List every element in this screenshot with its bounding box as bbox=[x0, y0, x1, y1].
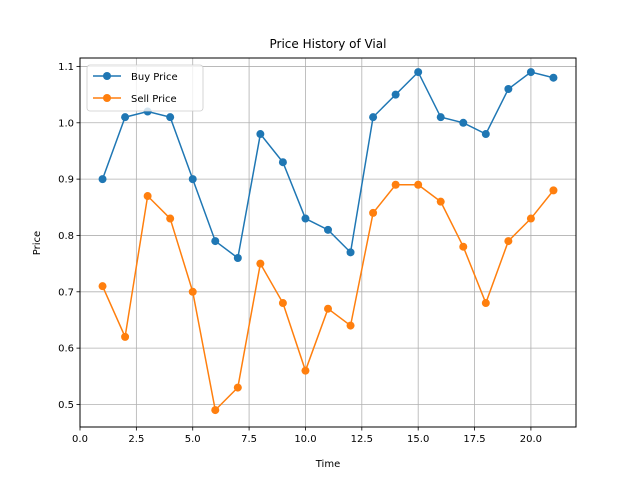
y-tick-label: 0.5 bbox=[58, 400, 74, 411]
sell-price-point bbox=[549, 186, 558, 195]
x-tick-label: 2.5 bbox=[128, 434, 144, 445]
sell-price-point bbox=[346, 321, 355, 330]
legend-item-buy-price: Buy Price bbox=[93, 72, 178, 83]
sell-price-point bbox=[481, 299, 490, 308]
sell-price-point bbox=[143, 192, 152, 201]
x-tick-label: 7.5 bbox=[241, 434, 257, 445]
sell-price-point bbox=[98, 282, 107, 291]
buy-price-point bbox=[278, 158, 287, 167]
sell-price-point bbox=[211, 406, 220, 415]
x-tick-label: 5.0 bbox=[185, 434, 201, 445]
sell-price-point bbox=[166, 214, 175, 223]
plot-frame bbox=[79, 57, 577, 428]
buy-price-point bbox=[121, 113, 130, 122]
sell-price-point bbox=[436, 197, 445, 206]
y-tick-label: 0.9 bbox=[58, 175, 74, 186]
buy-price-point bbox=[256, 130, 265, 139]
buy-price-point bbox=[211, 237, 220, 246]
legend-marker bbox=[103, 72, 111, 80]
y-axis-ticks: 0.5 0.6 0.7 0.8 0.9 1.0 1.1 bbox=[58, 62, 80, 411]
x-tick-label: 0.0 bbox=[72, 434, 88, 445]
buy-price-point bbox=[98, 175, 107, 184]
sell-price-point bbox=[278, 299, 287, 308]
chart-title: Price History of Vial bbox=[270, 37, 387, 51]
buy-price-point bbox=[166, 113, 175, 122]
buy-price-point bbox=[391, 90, 400, 99]
y-tick-label: 0.6 bbox=[58, 344, 74, 355]
series-layer bbox=[98, 68, 558, 415]
sell-price-point bbox=[121, 332, 130, 341]
legend-item-sell-price: Sell Price bbox=[93, 94, 177, 105]
x-tick-label: 15.0 bbox=[407, 434, 429, 445]
y-tick-label: 0.8 bbox=[58, 231, 74, 242]
x-axis-ticks: 0.0 2.5 5.0 7.5 10.0 12.5 15.0 17.5 20.0 bbox=[72, 427, 542, 445]
buy-price-point bbox=[369, 113, 378, 122]
y-axis-label: Price bbox=[32, 231, 43, 255]
buy-price-point bbox=[459, 118, 468, 127]
grid bbox=[79, 58, 576, 427]
sell-price-point bbox=[324, 304, 332, 313]
buy-price-point bbox=[324, 225, 332, 234]
legend: Buy Price Sell Price bbox=[86, 64, 204, 112]
buy-price-point bbox=[233, 253, 242, 262]
buy-price-point bbox=[188, 175, 197, 184]
buy-price-point bbox=[504, 84, 513, 93]
buy-price-point bbox=[481, 130, 490, 139]
sell-price-point bbox=[459, 242, 468, 251]
x-tick-label: 20.0 bbox=[520, 434, 542, 445]
x-tick-label: 12.5 bbox=[351, 434, 373, 445]
sell-price-point bbox=[301, 366, 310, 375]
series-sell-price bbox=[98, 180, 558, 415]
sell-price-point bbox=[369, 208, 378, 217]
x-tick-label: 17.5 bbox=[463, 434, 485, 445]
sell-price-point bbox=[233, 383, 242, 392]
y-tick-label: 1.0 bbox=[58, 118, 74, 129]
buy-price-point bbox=[549, 73, 558, 82]
sell-price-point bbox=[504, 237, 513, 246]
buy-price-point bbox=[526, 68, 535, 77]
y-tick-label: 1.1 bbox=[58, 62, 74, 73]
buy-price-point bbox=[346, 248, 355, 257]
series-buy-price bbox=[98, 68, 558, 262]
buy-price-point bbox=[414, 68, 423, 77]
x-tick-label: 10.0 bbox=[294, 434, 316, 445]
legend-marker bbox=[103, 94, 111, 102]
sell-price-point bbox=[188, 287, 197, 296]
sell-price-point bbox=[256, 259, 265, 268]
legend-label: Buy Price bbox=[131, 72, 178, 83]
x-axis-label: Time bbox=[315, 459, 340, 470]
legend-label: Sell Price bbox=[131, 94, 177, 105]
y-tick-label: 0.7 bbox=[58, 287, 74, 298]
buy-price-point bbox=[301, 214, 310, 223]
sell-price-point bbox=[391, 180, 400, 189]
sell-price-point bbox=[414, 180, 423, 189]
buy-price-point bbox=[436, 113, 445, 122]
sell-price-point bbox=[526, 214, 535, 223]
